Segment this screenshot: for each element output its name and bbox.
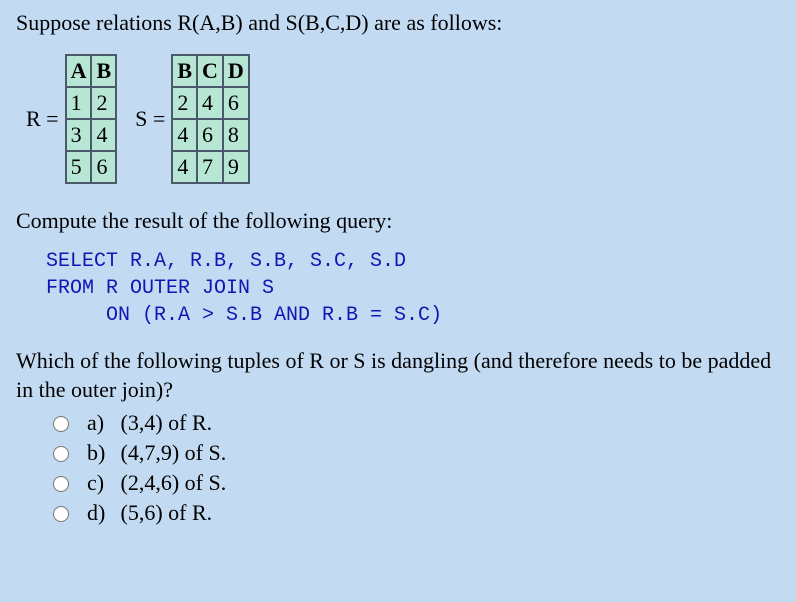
table-s-cell: 7 [197, 151, 223, 183]
intro-text: Suppose relations R(A,B) and S(B,C,D) ar… [16, 10, 780, 36]
options-list: a) (3,4) of R. b) (4,7,9) of S. c) (2,4,… [48, 410, 780, 526]
radio-d[interactable] [53, 506, 69, 522]
option-letter: d) [87, 500, 115, 526]
option-a: a) (3,4) of R. [48, 410, 780, 436]
option-b: b) (4,7,9) of S. [48, 440, 780, 466]
option-d-label: d) (5,6) of R. [87, 500, 212, 526]
option-c: c) (2,4,6) of S. [48, 470, 780, 496]
sql-code: SELECT R.A, R.B, S.B, S.C, S.D FROM R OU… [46, 248, 780, 329]
table-r-header: A [66, 55, 92, 87]
option-letter: c) [87, 470, 115, 496]
table-s-cell: 6 [197, 119, 223, 151]
table-r-cell: 5 [66, 151, 92, 183]
table-r-label: R = [26, 106, 59, 132]
option-letter: b) [87, 440, 115, 466]
table-s-cell: 2 [172, 87, 197, 119]
option-c-label: c) (2,4,6) of S. [87, 470, 226, 496]
table-r: A B 1 2 3 4 5 6 [65, 54, 118, 184]
radio-a[interactable] [53, 416, 69, 432]
table-s-cell: 9 [223, 151, 249, 183]
option-b-label: b) (4,7,9) of S. [87, 440, 226, 466]
table-r-cell: 3 [66, 119, 92, 151]
option-text: (3,4) of R. [121, 410, 213, 435]
radio-b[interactable] [53, 446, 69, 462]
table-r-header: B [91, 55, 116, 87]
table-s-header: B [172, 55, 197, 87]
table-s-cell: 8 [223, 119, 249, 151]
table-s-label: S = [135, 106, 165, 132]
table-s-cell: 4 [197, 87, 223, 119]
tables-container: R = A B 1 2 3 4 5 6 S = B C D 2 4 6 [26, 54, 780, 184]
table-r-cell: 2 [91, 87, 116, 119]
option-text: (4,7,9) of S. [121, 440, 227, 465]
query-prompt: Compute the result of the following quer… [16, 208, 780, 234]
table-r-cell: 6 [91, 151, 116, 183]
option-a-label: a) (3,4) of R. [87, 410, 212, 436]
option-text: (5,6) of R. [121, 500, 213, 525]
table-s-cell: 4 [172, 119, 197, 151]
option-text: (2,4,6) of S. [121, 470, 227, 495]
radio-c[interactable] [53, 476, 69, 492]
table-s-cell: 4 [172, 151, 197, 183]
option-d: d) (5,6) of R. [48, 500, 780, 526]
question-text: Which of the following tuples of R or S … [16, 347, 780, 404]
table-s-header: D [223, 55, 249, 87]
table-s-header: C [197, 55, 223, 87]
table-s: B C D 2 4 6 4 6 8 4 7 9 [171, 54, 249, 184]
table-r-cell: 1 [66, 87, 92, 119]
table-s-cell: 6 [223, 87, 249, 119]
table-r-cell: 4 [91, 119, 116, 151]
option-letter: a) [87, 410, 115, 436]
